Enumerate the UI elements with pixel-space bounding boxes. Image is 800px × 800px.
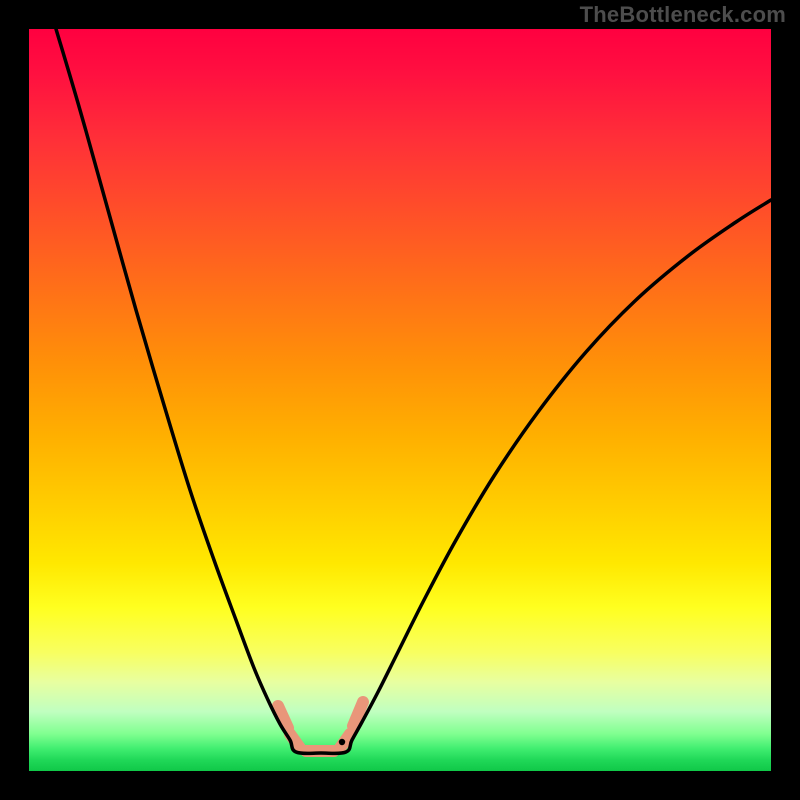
chart-frame: TheBottleneck.com (0, 0, 800, 800)
bottleneck-curve (56, 29, 771, 753)
center-dot (339, 739, 345, 745)
curve-overlay (0, 0, 800, 800)
